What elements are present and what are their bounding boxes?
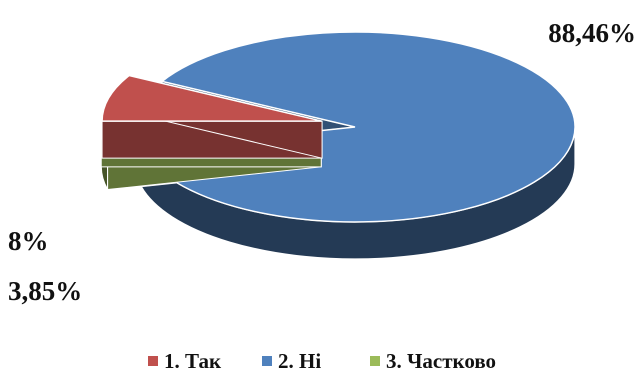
pie-layer [100,31,576,260]
legend-label: 1. Так [164,349,222,373]
legend-swatch [148,356,158,366]
legend-swatch [262,356,272,366]
data-labels: 8% 88,46% 3,85% [8,18,636,306]
legend: 1. Так 2. Ні 3. Частково [148,349,496,373]
legend-item-2: 2. Ні [262,349,321,373]
slice-top [101,74,323,122]
data-label-2: 88,46% [548,18,636,48]
legend-label: 2. Ні [278,349,321,373]
legend-label: 3. Частково [386,349,496,373]
legend-item-3: 3. Частково [370,349,496,373]
data-label-1: 8% [8,226,49,256]
legend-item-1: 1. Так [148,349,222,373]
data-label-3: 3,85% [8,276,82,306]
pie-slice-1 [101,74,323,159]
legend-swatch [370,356,380,366]
